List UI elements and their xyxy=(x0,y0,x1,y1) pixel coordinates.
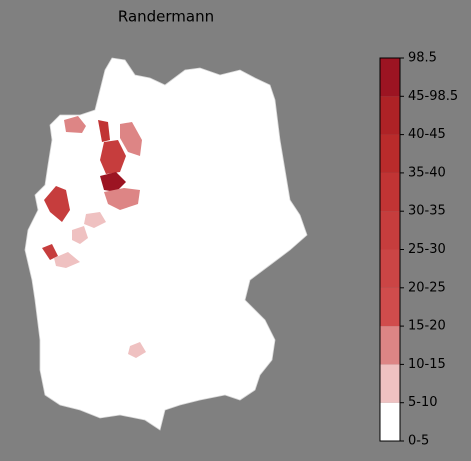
germany-map xyxy=(24,57,308,431)
region xyxy=(72,226,88,244)
colorbar: 0-5 5-10 10-15 15-20 20-25 25-30 30-35 35-40 40-… xyxy=(379,51,458,449)
country-outline xyxy=(24,57,308,431)
legend-label: 30-35 xyxy=(408,204,446,219)
legend-label: 40-45 xyxy=(408,127,446,142)
region xyxy=(100,140,126,174)
legend-swatch xyxy=(380,58,400,97)
region xyxy=(128,342,146,358)
legend-label: 98.5 xyxy=(408,51,437,66)
region xyxy=(42,244,58,260)
region xyxy=(120,122,142,156)
legend-label: 10-15 xyxy=(408,357,446,372)
legend-label: 35-40 xyxy=(408,165,446,180)
legend-label: 5-10 xyxy=(408,395,438,410)
legend-label: 20-25 xyxy=(408,280,446,295)
legend-swatch xyxy=(380,172,400,212)
legend-swatch xyxy=(380,287,400,327)
region xyxy=(104,188,140,210)
legend-swatch xyxy=(380,364,400,403)
legend-label: 0-5 xyxy=(408,434,429,449)
legend-swatch xyxy=(380,96,400,135)
legend-swatch xyxy=(380,134,400,173)
legend-swatch xyxy=(380,326,400,365)
legend-label: 15-20 xyxy=(408,319,446,334)
region xyxy=(100,172,126,192)
region xyxy=(98,120,110,142)
legend-swatch xyxy=(380,249,400,288)
legend-swatch xyxy=(380,211,400,250)
legend-swatch xyxy=(380,402,400,441)
map-title: Randermann xyxy=(118,8,214,26)
region xyxy=(44,186,70,222)
legend-label: 25-30 xyxy=(408,242,446,257)
region xyxy=(64,116,86,133)
legend-label: 45-98.5 xyxy=(408,89,458,104)
region xyxy=(54,252,80,268)
region xyxy=(84,212,106,228)
